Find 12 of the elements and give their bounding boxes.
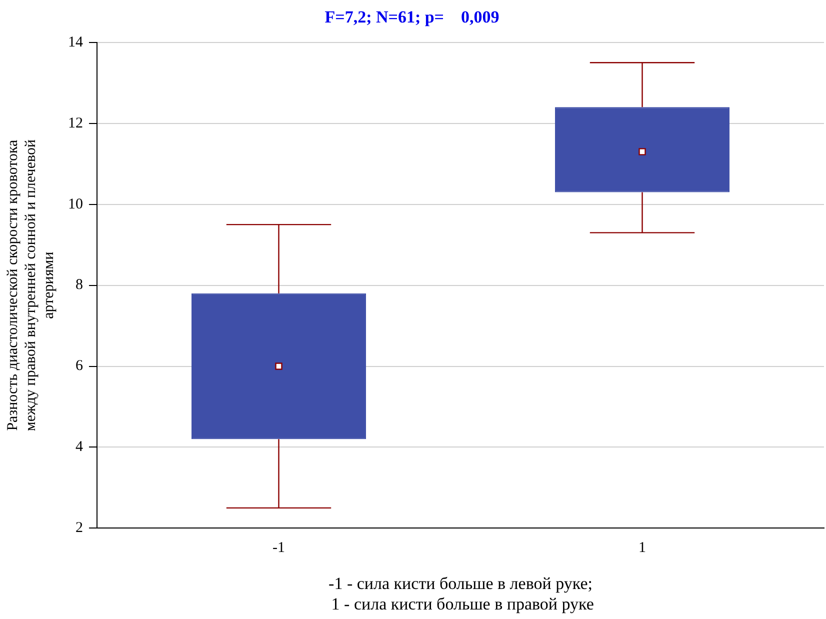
x-tick-label: 1	[638, 540, 646, 556]
y-tick-label: 14	[68, 34, 84, 50]
y-tick-label: 8	[76, 277, 83, 294]
y-axis-title: Разность диастолической скорости кровотока между правой внутренней сонной и плечевой артериями	[4, 139, 57, 432]
y-tick-label: 10	[68, 196, 83, 212]
x-tick-label: -1	[272, 540, 285, 556]
y-tick-label: 6	[76, 358, 84, 374]
y-tick-label: 4	[76, 439, 84, 456]
y-tick-label: 12	[68, 115, 83, 132]
x-axis-title: -1 - сила кисти больше в левой руке; 1 - сила кисти больше в правой руке	[327, 574, 594, 614]
y-tick-label: 2	[76, 520, 83, 536]
chart-title: F=7,2; N=61; p= 0,009	[324, 8, 500, 27]
